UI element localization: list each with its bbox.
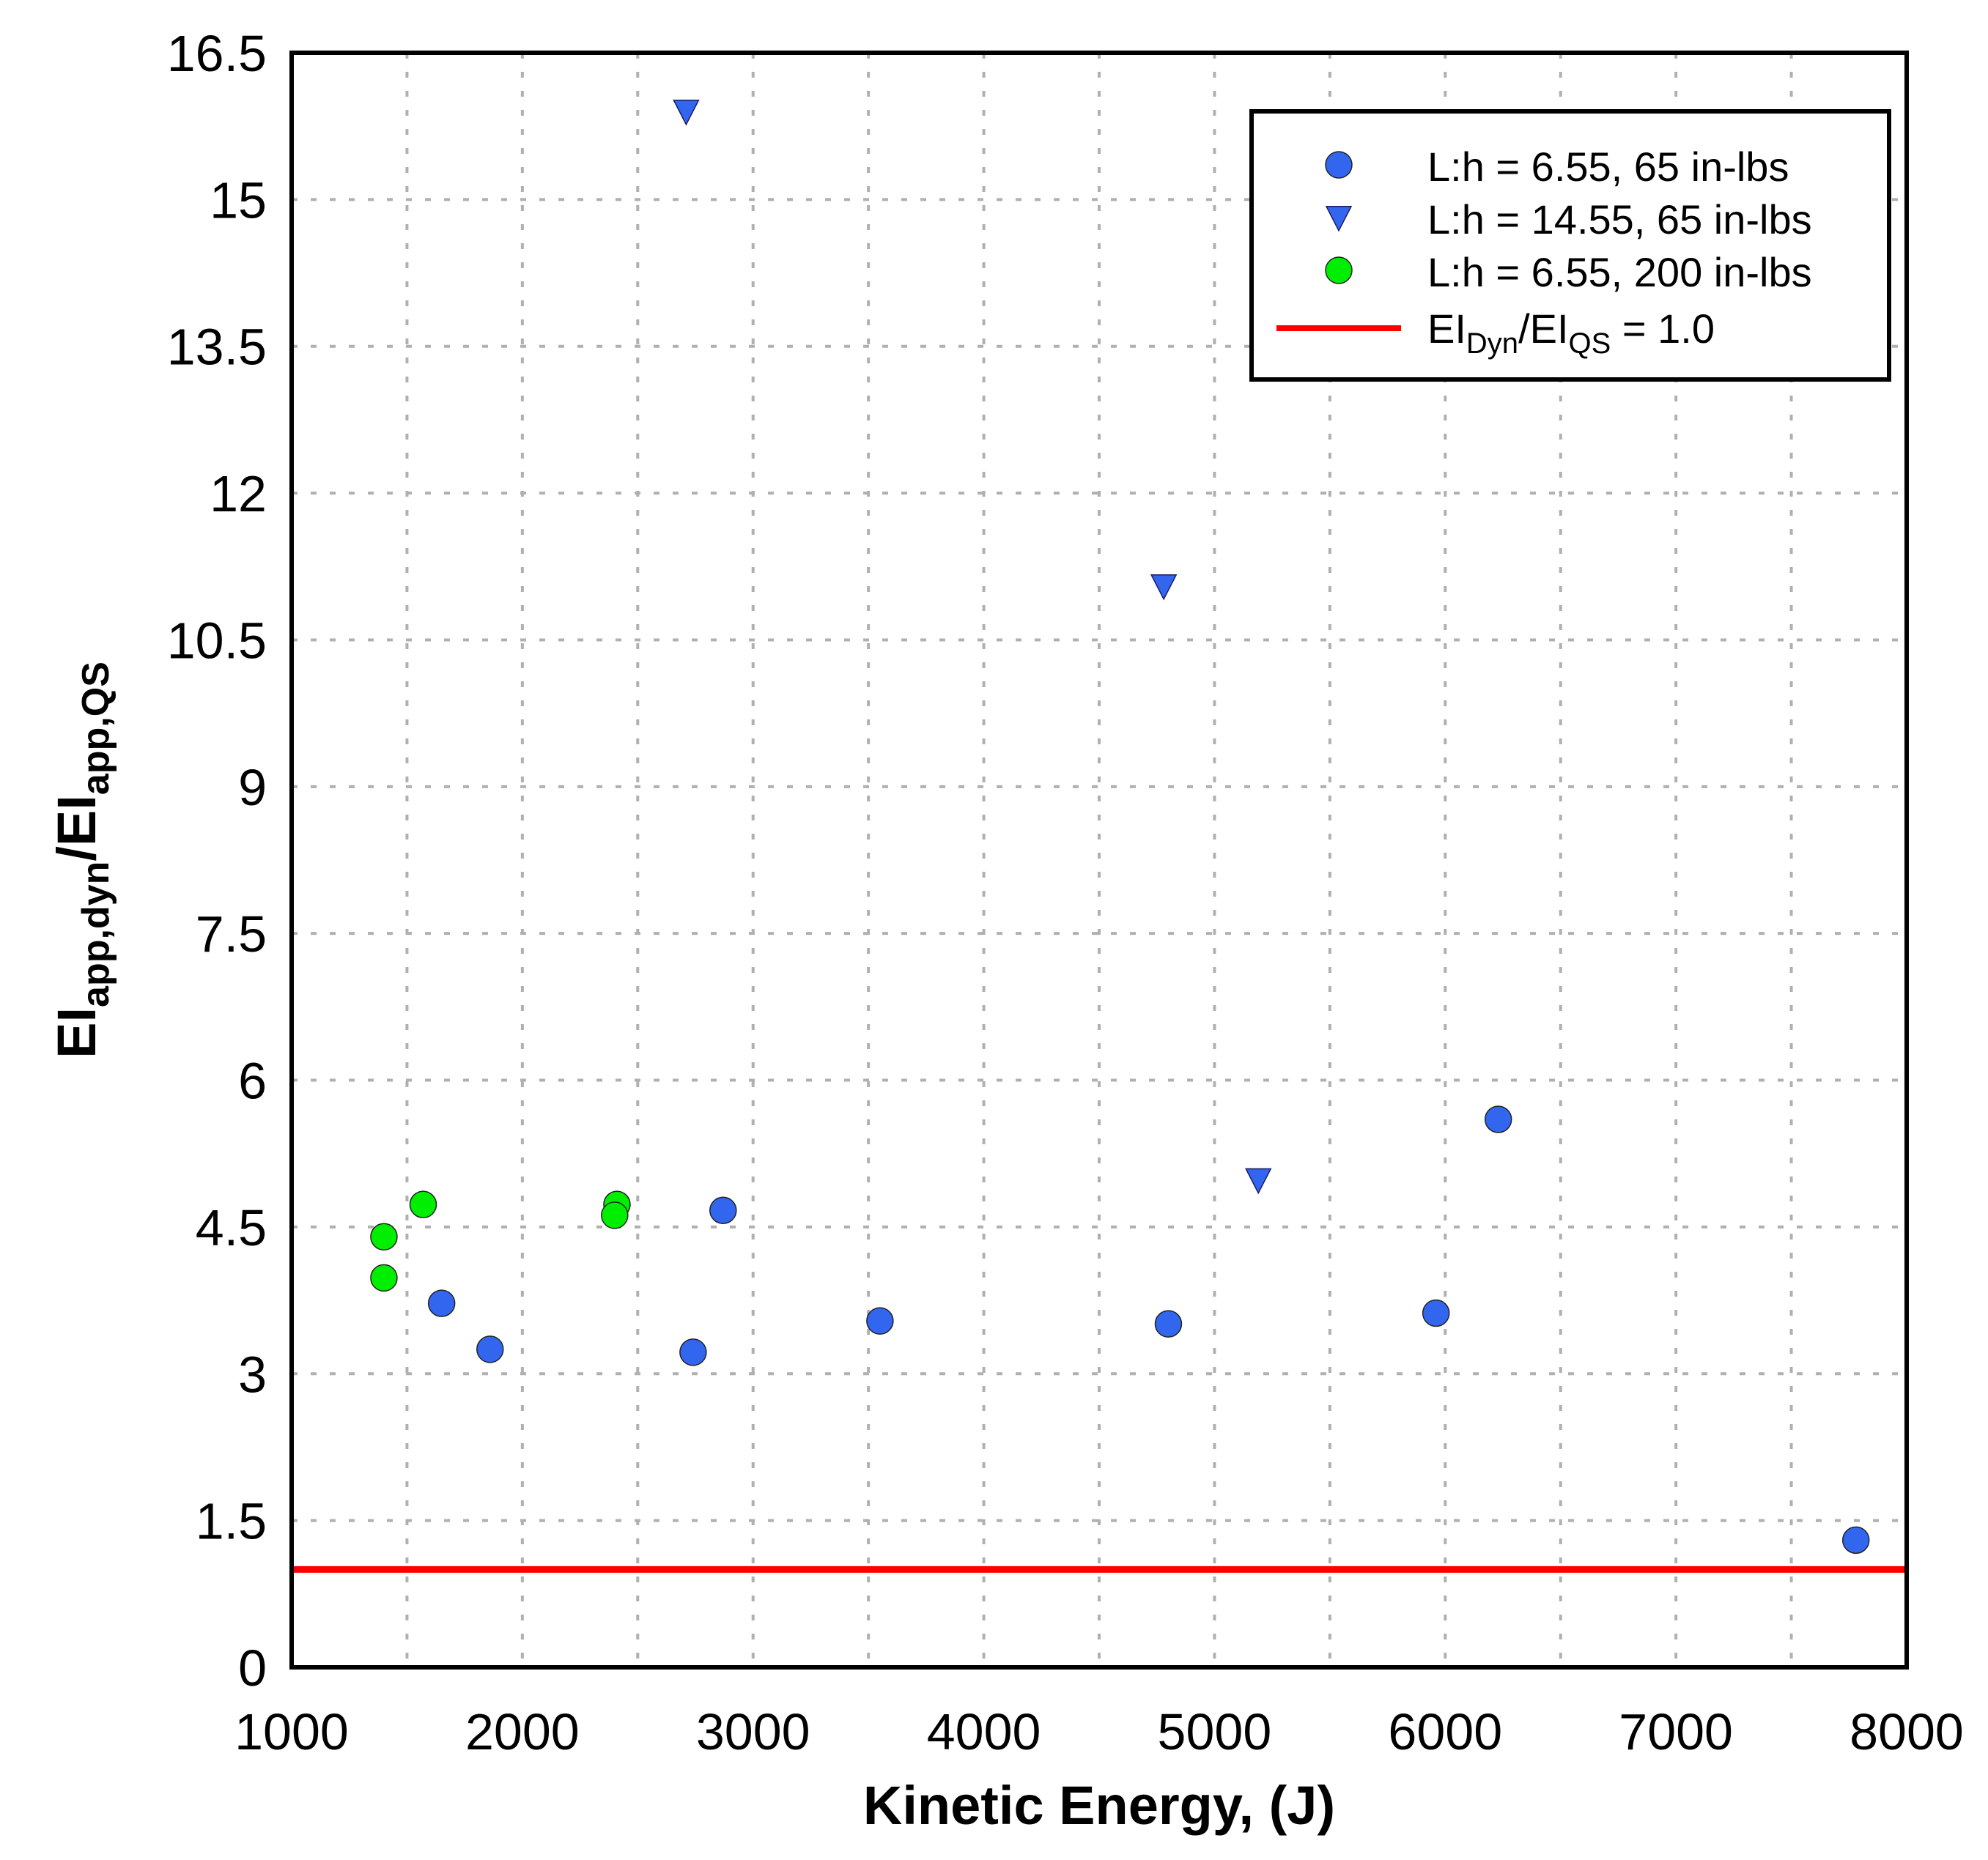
legend-refline-sep: /EI xyxy=(1518,305,1568,352)
data-point xyxy=(1484,1105,1512,1133)
y-tick-label: 10.5 xyxy=(167,612,267,669)
y-tick-label: 7.5 xyxy=(196,905,267,963)
data-point xyxy=(370,1223,398,1251)
data-point xyxy=(709,1196,737,1224)
y-tick-label: 4.5 xyxy=(196,1199,267,1256)
legend: L:h = 6.55, 65 in-lbs L:h = 14.55, 65 in-… xyxy=(1249,109,1891,382)
y-tick-label: 9 xyxy=(238,759,267,816)
y-tick-label: 0 xyxy=(238,1639,267,1697)
y-tick-label: 6 xyxy=(238,1053,267,1110)
y-axis-title-sub1: app,dyn xyxy=(75,862,117,1007)
data-point xyxy=(1150,574,1178,601)
plot-area-frame xyxy=(289,51,1909,1670)
data-point xyxy=(370,1264,398,1292)
y-axis-title: EIapp,dyn/EIapp,QS xyxy=(46,662,117,1059)
y-axis-title-sub2: app,QS xyxy=(75,662,117,795)
legend-label: L:h = 6.55, 200 in-lbs xyxy=(1427,249,1812,295)
x-tick-label: 8000 xyxy=(1850,1703,1964,1760)
x-axis-title: Kinetic Energy, (J) xyxy=(863,1775,1335,1836)
x-axis-ticks: 1000 2000 3000 4000 5000 6000 7000 8000 xyxy=(234,1703,1964,1760)
y-tick-label: 13.5 xyxy=(167,319,267,376)
y-tick-label: 16.5 xyxy=(167,25,267,82)
legend-box xyxy=(1249,109,1891,382)
legend-marker xyxy=(1325,151,1353,179)
data-point xyxy=(679,1338,707,1366)
x-tick-label: 2000 xyxy=(465,1703,580,1760)
series-1 xyxy=(427,1105,1870,1555)
data-point xyxy=(409,1190,437,1218)
data-point xyxy=(673,100,700,126)
y-axis-title-sep: /EI xyxy=(46,795,107,861)
x-tick-label: 1000 xyxy=(234,1703,349,1760)
y-tick-label: 1.5 xyxy=(196,1493,267,1550)
y-tick-label: 15 xyxy=(210,171,267,229)
legend-marker xyxy=(1325,205,1353,232)
legend-items: L:h = 6.55, 65 in-lbs L:h = 14.55, 65 in-… xyxy=(1325,144,1812,295)
legend-refline-tail: = 1.0 xyxy=(1611,305,1715,352)
x-tick-label: 7000 xyxy=(1619,1703,1733,1760)
data-point xyxy=(1422,1299,1450,1327)
y-tick-label: 12 xyxy=(210,465,267,522)
legend-label: L:h = 6.55, 65 in-lbs xyxy=(1427,144,1789,190)
data-points xyxy=(370,100,1870,1555)
y-axis-title-base: EI xyxy=(46,1007,107,1059)
data-point xyxy=(476,1335,504,1363)
legend-marker xyxy=(1325,256,1353,284)
y-axis-ticks: 0 1.5 3 4.5 6 7.5 9 10.5 12 13.5 15 16.5 xyxy=(167,25,267,1697)
legend-refline-sub1: Dyn xyxy=(1466,327,1518,360)
data-point xyxy=(427,1289,456,1317)
legend-refline-label: EIDyn/EIQS = 1.0 xyxy=(1427,305,1715,360)
legend-label: L:h = 14.55, 65 in-lbs xyxy=(1427,196,1812,242)
x-tick-label: 4000 xyxy=(927,1703,1041,1760)
legend-refline-sub2: QS xyxy=(1569,327,1611,360)
data-point xyxy=(601,1201,629,1229)
series-2 xyxy=(673,100,1272,1195)
x-tick-label: 3000 xyxy=(696,1703,810,1760)
y-tick-label: 3 xyxy=(238,1346,267,1403)
data-point xyxy=(866,1307,894,1335)
data-point xyxy=(1245,1168,1272,1195)
series-3 xyxy=(370,1190,631,1292)
x-tick-label: 6000 xyxy=(1388,1703,1502,1760)
data-point xyxy=(1154,1310,1183,1338)
x-tick-label: 5000 xyxy=(1158,1703,1272,1760)
data-point xyxy=(1841,1526,1870,1555)
legend-refline-base: EI xyxy=(1427,305,1466,352)
